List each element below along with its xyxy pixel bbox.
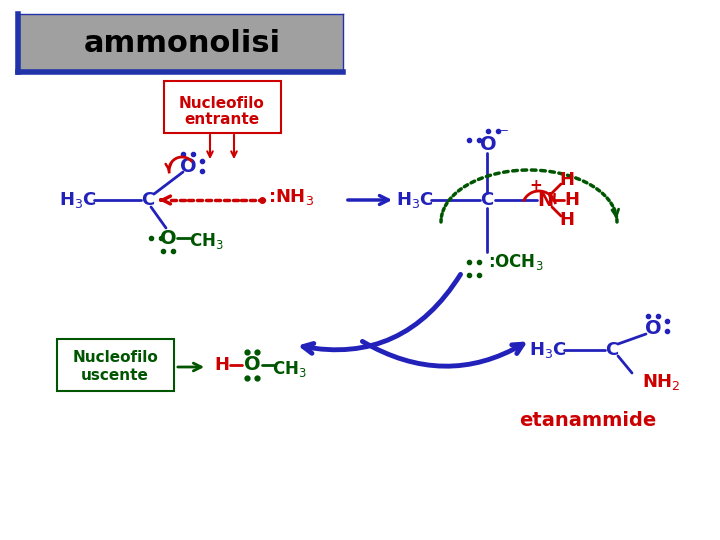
FancyBboxPatch shape <box>164 81 281 133</box>
Text: +: + <box>530 179 542 193</box>
Text: N: N <box>537 191 553 210</box>
Text: :NH$_3$: :NH$_3$ <box>268 187 314 207</box>
Text: H: H <box>564 191 580 209</box>
Text: H$_3$C: H$_3$C <box>59 190 97 210</box>
Text: ammonolisi: ammonolisi <box>84 29 281 57</box>
Text: Nucleofilo: Nucleofilo <box>72 350 158 366</box>
Text: CH$_3$: CH$_3$ <box>271 359 307 379</box>
Text: H: H <box>559 171 575 189</box>
Text: O: O <box>480 136 496 154</box>
Text: O: O <box>243 355 261 375</box>
Text: entrante: entrante <box>184 112 260 127</box>
FancyBboxPatch shape <box>18 14 343 72</box>
Text: O: O <box>180 158 197 177</box>
Text: C: C <box>480 191 494 209</box>
Text: Nucleofilo: Nucleofilo <box>179 96 265 111</box>
Text: :OCH$_3$: :OCH$_3$ <box>488 252 544 272</box>
Text: O: O <box>160 228 176 247</box>
Text: $^-$: $^-$ <box>497 127 509 143</box>
Text: C: C <box>606 341 618 359</box>
Text: CH$_3$: CH$_3$ <box>189 231 223 251</box>
Text: H$_3$C: H$_3$C <box>529 340 567 360</box>
Text: NH$_2$: NH$_2$ <box>642 372 680 392</box>
Text: H: H <box>215 356 230 374</box>
FancyBboxPatch shape <box>57 339 174 391</box>
Text: uscente: uscente <box>81 368 149 382</box>
Text: O: O <box>644 319 661 338</box>
Text: H: H <box>559 211 575 229</box>
Text: C: C <box>141 191 155 209</box>
Text: H$_3$C: H$_3$C <box>396 190 434 210</box>
Text: etanammide: etanammide <box>519 410 657 429</box>
